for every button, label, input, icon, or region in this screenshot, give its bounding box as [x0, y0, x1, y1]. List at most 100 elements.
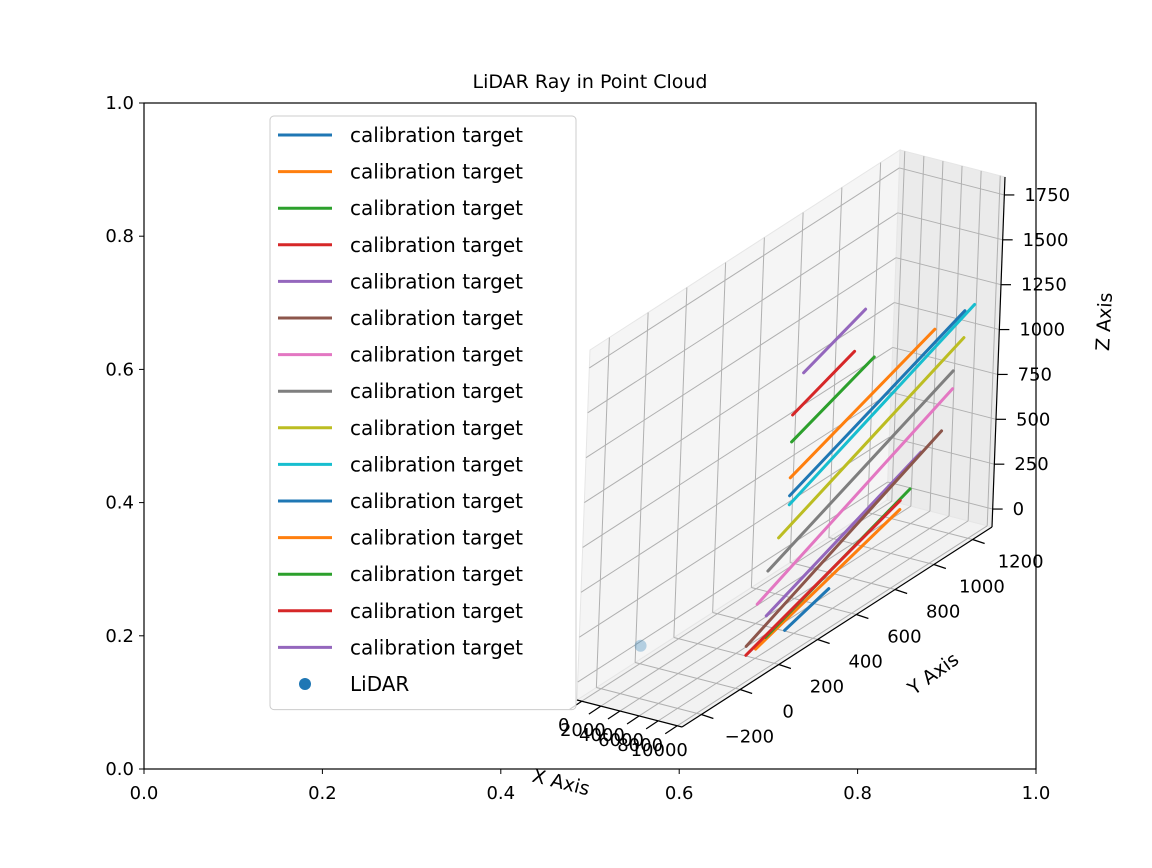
series-line-8: [766, 369, 955, 573]
legend-label: calibration target: [350, 123, 523, 147]
grid-line: [582, 347, 893, 548]
grid-line: [619, 510, 931, 712]
x-tick: [626, 715, 640, 725]
outer-x-tick-label: 0.0: [130, 783, 159, 804]
x-tick: [645, 720, 659, 730]
grid-line: [579, 436, 890, 638]
grid-line: [712, 262, 727, 613]
legend-marker: [299, 678, 311, 690]
z-tick-label: 1000: [1019, 320, 1065, 341]
grid-line: [867, 162, 882, 513]
y-tick: [701, 713, 714, 720]
grid-line: [673, 637, 779, 665]
x-tick: [607, 710, 621, 720]
y-axis-label: Y Axis: [903, 648, 963, 700]
grid-line: [889, 436, 995, 465]
series-line-1: [783, 587, 831, 632]
outer-x-tick-label: 0.8: [843, 783, 872, 804]
outer-axes-ticks: 0.0 0.2 0.4 0.6 0.8 1.0 0.0 0.2 0.4 0.6 0.8 1.0: [105, 93, 1050, 804]
grid-line: [584, 302, 895, 503]
grid-line: [948, 165, 963, 516]
grid-line: [589, 167, 900, 369]
y-tick-label: 1200: [998, 552, 1044, 573]
grid-line: [897, 212, 1003, 241]
grid-line: [750, 237, 765, 588]
outer-x-tick-label: 0.4: [486, 783, 515, 804]
grid-line: [895, 257, 1002, 286]
grid-line: [790, 562, 896, 590]
y-tick-label: 800: [926, 602, 960, 623]
legend-label: calibration target: [350, 599, 523, 623]
y-tick: [933, 563, 947, 570]
grid-line: [657, 520, 969, 722]
outer-y-tick-label: 0.6: [105, 359, 134, 380]
grid-line: [638, 515, 950, 717]
z-tick-label: 1250: [1021, 275, 1067, 296]
grid-line: [596, 687, 702, 715]
z-tick-label: 250: [1014, 454, 1048, 475]
series-line-15: [802, 307, 868, 375]
side-pane: [576, 149, 901, 701]
chart-title: LiDAR Ray in Point Cloud: [473, 71, 708, 93]
grid-line: [789, 212, 804, 563]
series-line-5: [764, 450, 923, 618]
lidar-point: [634, 639, 647, 652]
y-tick-label: 1000: [959, 577, 1005, 598]
legend-label: calibration target: [350, 379, 523, 403]
z-tick-label: 0: [1013, 499, 1024, 520]
legend: calibration target calibration target cali…: [269, 115, 577, 711]
legend-label: calibration target: [350, 343, 523, 367]
outer-x-tick-label: 0.2: [308, 783, 337, 804]
series-line-12: [788, 327, 937, 480]
x-tick-label: 4000: [579, 725, 625, 746]
series-line-11: [788, 309, 967, 498]
grid-line: [634, 312, 649, 663]
y-tick: [778, 663, 792, 670]
z-tick-label: 500: [1016, 409, 1050, 430]
outer-x-tick-label: 1.0: [1022, 783, 1051, 804]
legend-label: calibration target: [350, 562, 523, 586]
legend-label: calibration target: [350, 526, 523, 550]
series-line-6: [744, 429, 944, 648]
grid-line: [635, 662, 741, 690]
legend-label: LiDAR: [350, 672, 409, 696]
grid-line: [595, 337, 610, 688]
x-tick-label: 6000: [598, 730, 644, 751]
legend-label: calibration target: [350, 306, 523, 330]
series-line-2: [754, 507, 902, 651]
series-line-10: [787, 302, 977, 507]
x-tick: [664, 725, 678, 735]
z-axis-line: [991, 176, 1006, 528]
series-line-14: [791, 349, 857, 417]
grid-line: [986, 175, 1001, 526]
grid-line: [910, 156, 925, 507]
y-tick-label: 0: [782, 702, 793, 723]
y-tick: [817, 638, 830, 645]
grid-line: [929, 161, 944, 512]
y-tick-label: 200: [810, 677, 844, 698]
x-axis-line: [576, 699, 683, 728]
series-line-4: [744, 499, 902, 657]
z-tick-label: 1750: [1024, 185, 1070, 206]
z-axis-label: Z Axis: [1092, 292, 1117, 352]
legend-label: calibration target: [350, 233, 523, 257]
outer-x-tick-label: 0.6: [665, 783, 694, 804]
x-tick-label: 2000: [560, 720, 606, 741]
series-line-7: [755, 387, 955, 606]
outer-axes-frame: [143, 102, 1037, 770]
outer-y-tick-label: 1.0: [105, 93, 134, 114]
grid-line: [894, 302, 1000, 331]
grid-line: [828, 537, 934, 565]
y-tick-label: 400: [848, 652, 882, 673]
x-tick: [588, 705, 602, 715]
y-tick-label: −200: [725, 727, 774, 748]
grid-line: [587, 212, 898, 414]
grid-line: [967, 170, 982, 521]
x-tick-label: 0: [558, 715, 569, 736]
legend-label: calibration target: [350, 452, 523, 476]
legend-label: calibration target: [350, 196, 523, 220]
grid-line: [676, 525, 988, 727]
grid-line: [892, 346, 998, 375]
